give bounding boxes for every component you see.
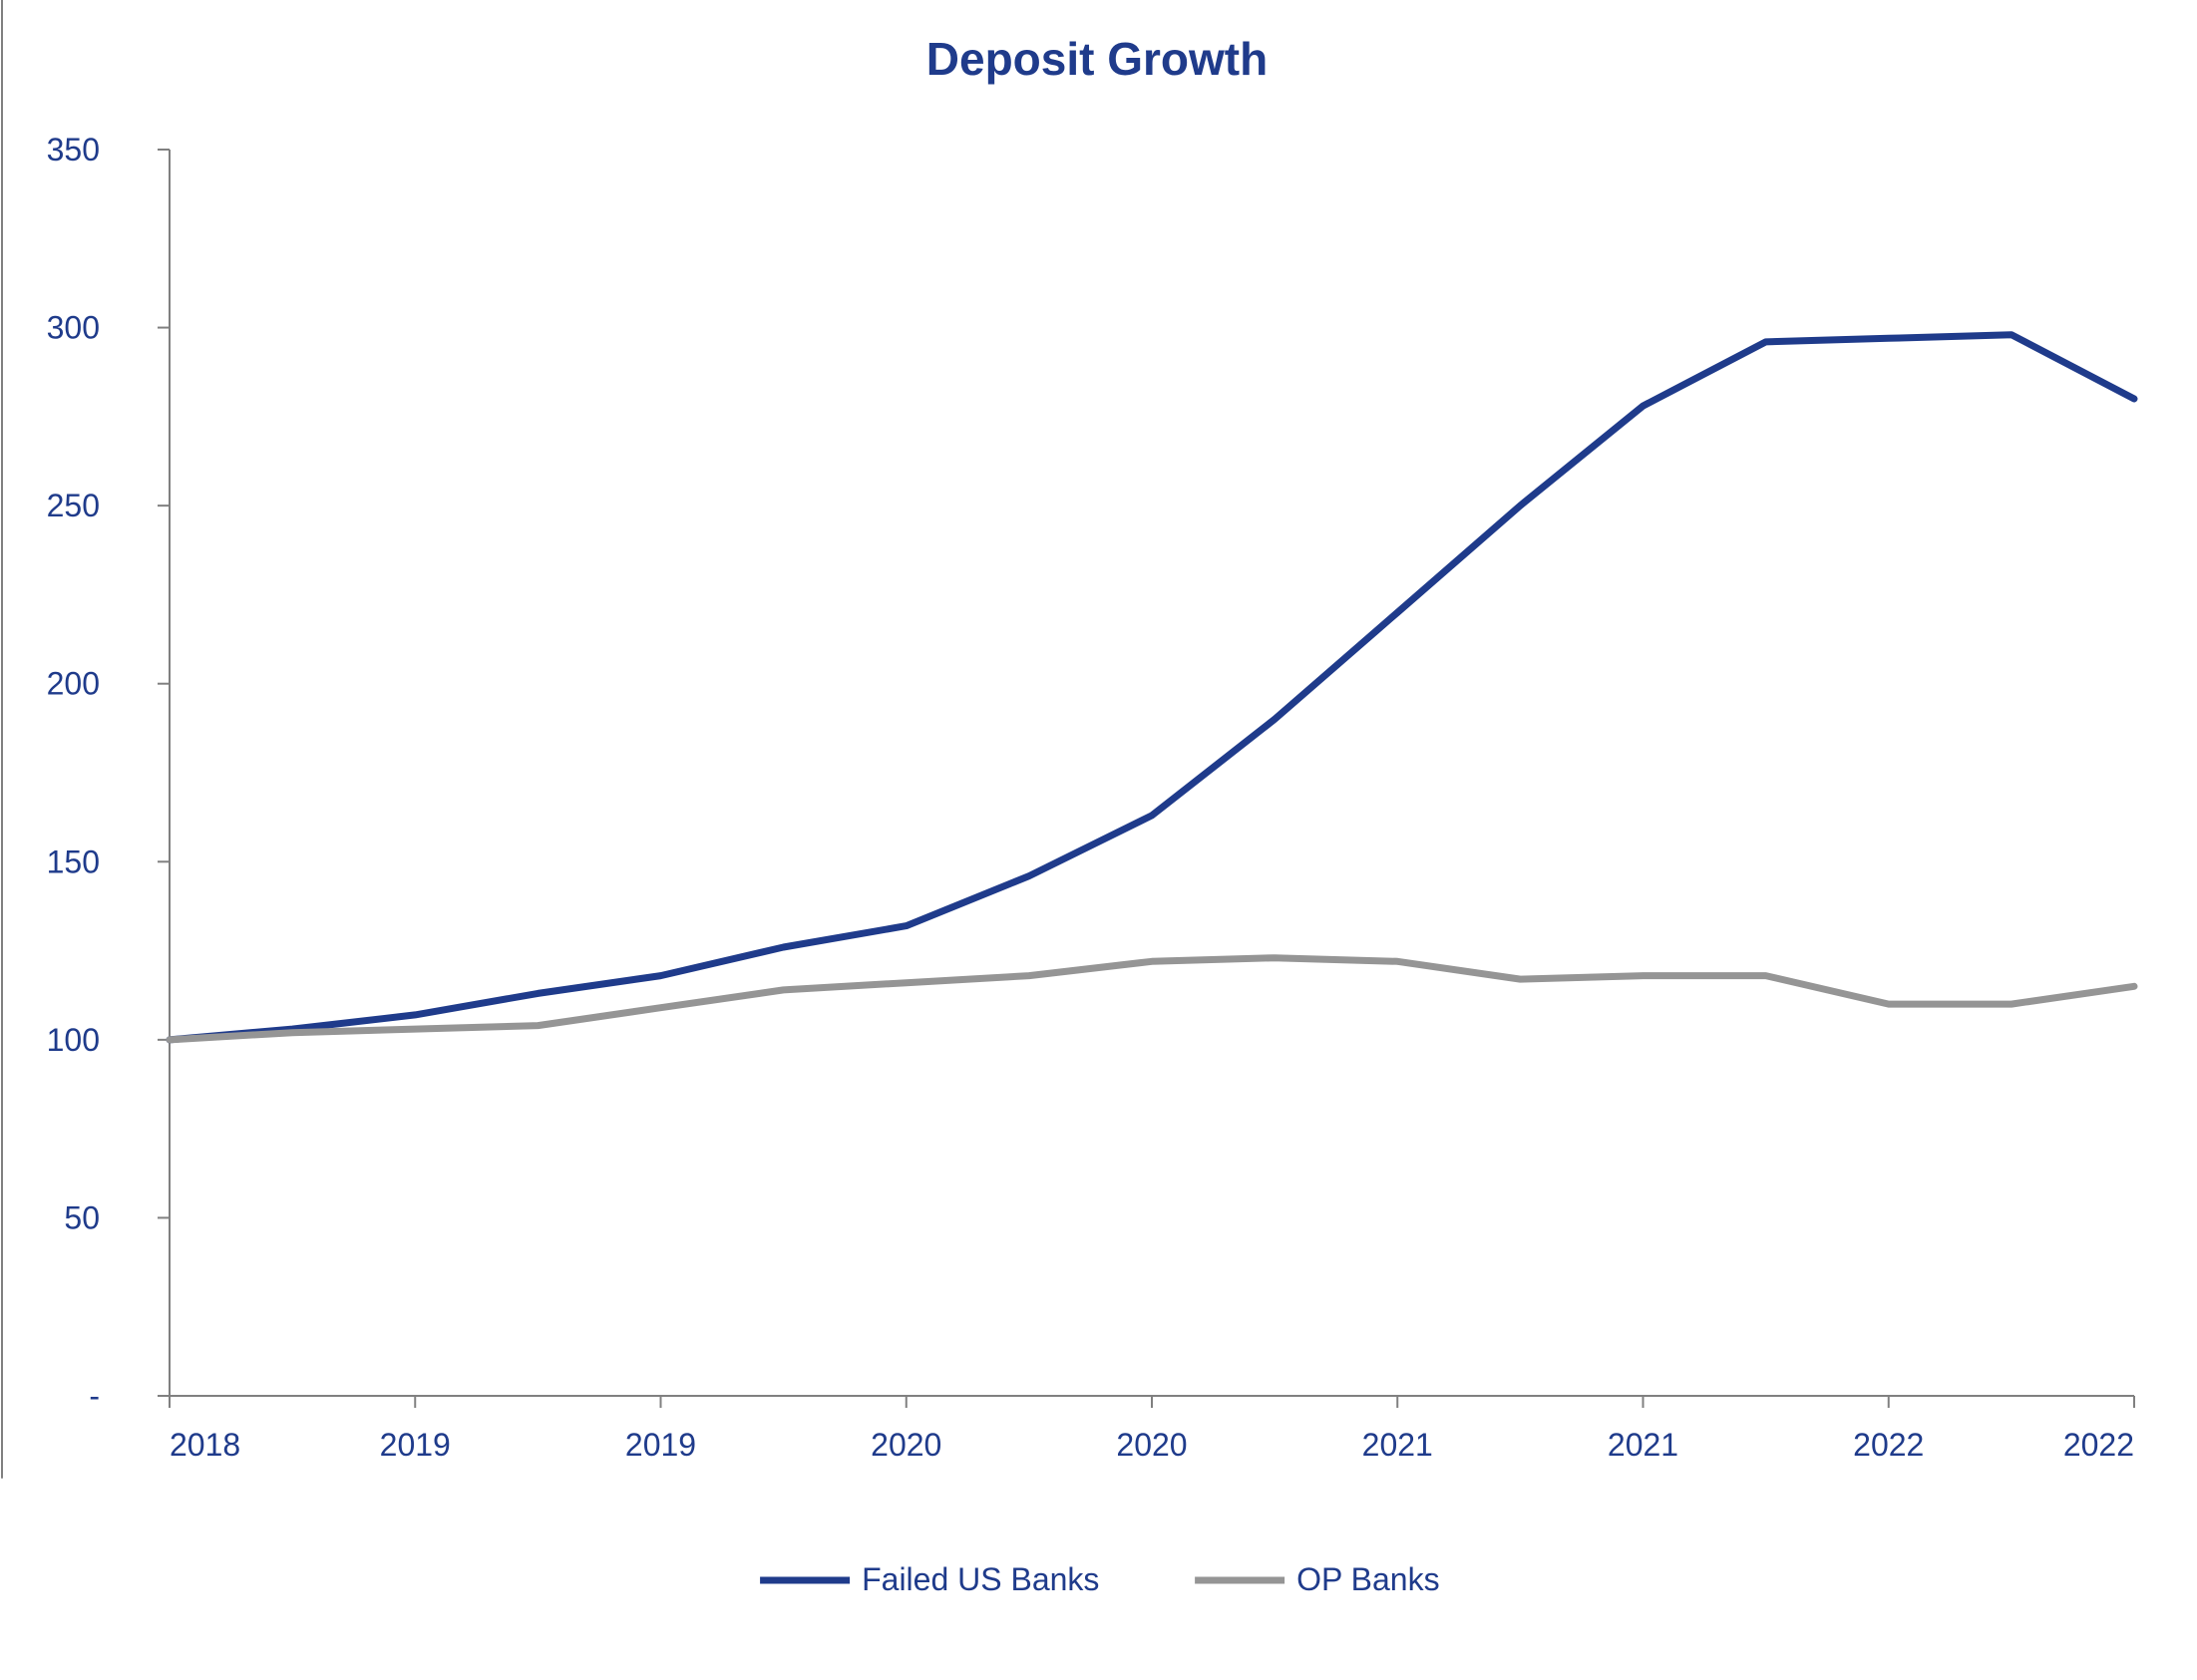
chart-title: Deposit Growth — [926, 33, 1268, 85]
legend-label: OP Banks — [1296, 1561, 1439, 1597]
chart-container: Deposit Growth - 50 100 150 200 250 300 350 2018 2… — [0, 0, 2197, 1680]
y-tick-label: 100 — [47, 1022, 100, 1058]
deposit-growth-chart: Deposit Growth - 50 100 150 200 250 300 350 2018 2… — [0, 0, 2197, 1680]
y-tick-label: - — [89, 1378, 100, 1414]
x-tick-label: 2021 — [1362, 1427, 1433, 1463]
x-tick-label: 2019 — [380, 1427, 451, 1463]
y-tick-label: 150 — [47, 843, 100, 879]
x-tick-label: 2019 — [625, 1427, 696, 1463]
y-tick-label: 200 — [47, 666, 100, 702]
x-tick-label: 2022 — [1853, 1427, 1924, 1463]
legend-label: Failed US Banks — [862, 1561, 1099, 1597]
x-tick-label: 2022 — [2063, 1427, 2134, 1463]
x-tick-label: 2018 — [170, 1427, 240, 1463]
y-tick-label: 250 — [47, 488, 100, 523]
x-tick-label: 2021 — [1608, 1427, 1678, 1463]
x-tick-label: 2020 — [871, 1427, 941, 1463]
y-tick-label: 350 — [47, 132, 100, 168]
y-tick-label: 300 — [47, 310, 100, 346]
x-tick-label: 2020 — [1116, 1427, 1187, 1463]
y-tick-label: 50 — [64, 1199, 100, 1235]
